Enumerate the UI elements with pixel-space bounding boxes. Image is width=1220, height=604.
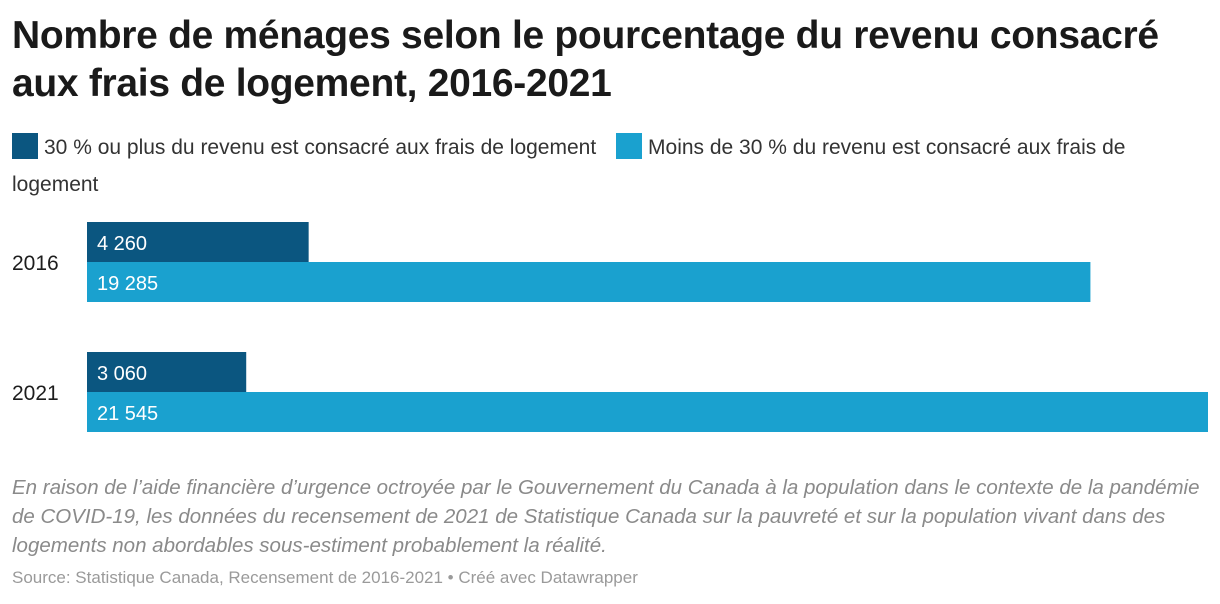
bar-2016-series-1 — [87, 262, 1091, 302]
category-label-2016: 2016 — [12, 252, 59, 275]
category-label-2021: 2021 — [12, 382, 59, 405]
legend-label-30-plus: 30 % ou plus du revenu est consacré aux … — [44, 136, 597, 159]
legend-item-30-plus: 30 % ou plus du revenu est consacré aux … — [12, 133, 597, 159]
chart-source: Source: Statistique Canada, Recensement … — [12, 568, 638, 587]
chart-notes: En raison de l’aide financière d’urgence… — [12, 476, 1200, 557]
bar-2021-series-0 — [87, 352, 247, 392]
bar-value-label-2016-series-0: 4 260 — [97, 233, 147, 255]
chart-title: Nombre de ménages selon le pourcentage d… — [12, 14, 1159, 105]
bar-chart: 2016 4 260 19 285 2021 3 060 21 545 — [12, 222, 1208, 432]
legend-swatch-moins-30 — [616, 133, 643, 159]
legend-label-moins-30: Moins de 30 % du revenu est consacré aux… — [12, 136, 1126, 196]
legend: 30 % ou plus du revenu est consacré aux … — [12, 129, 1207, 203]
bar-2016-series-0 — [87, 222, 309, 262]
legend-item-moins-30: Moins de 30 % du revenu est consacré aux… — [12, 133, 1126, 196]
bar-value-label-2016-series-1: 19 285 — [97, 273, 158, 295]
bar-2021-series-1 — [87, 392, 1208, 432]
legend-swatch-30-plus — [12, 133, 38, 159]
bar-value-label-2021-series-0: 3 060 — [97, 363, 147, 385]
bar-value-label-2021-series-1: 21 545 — [97, 403, 158, 425]
